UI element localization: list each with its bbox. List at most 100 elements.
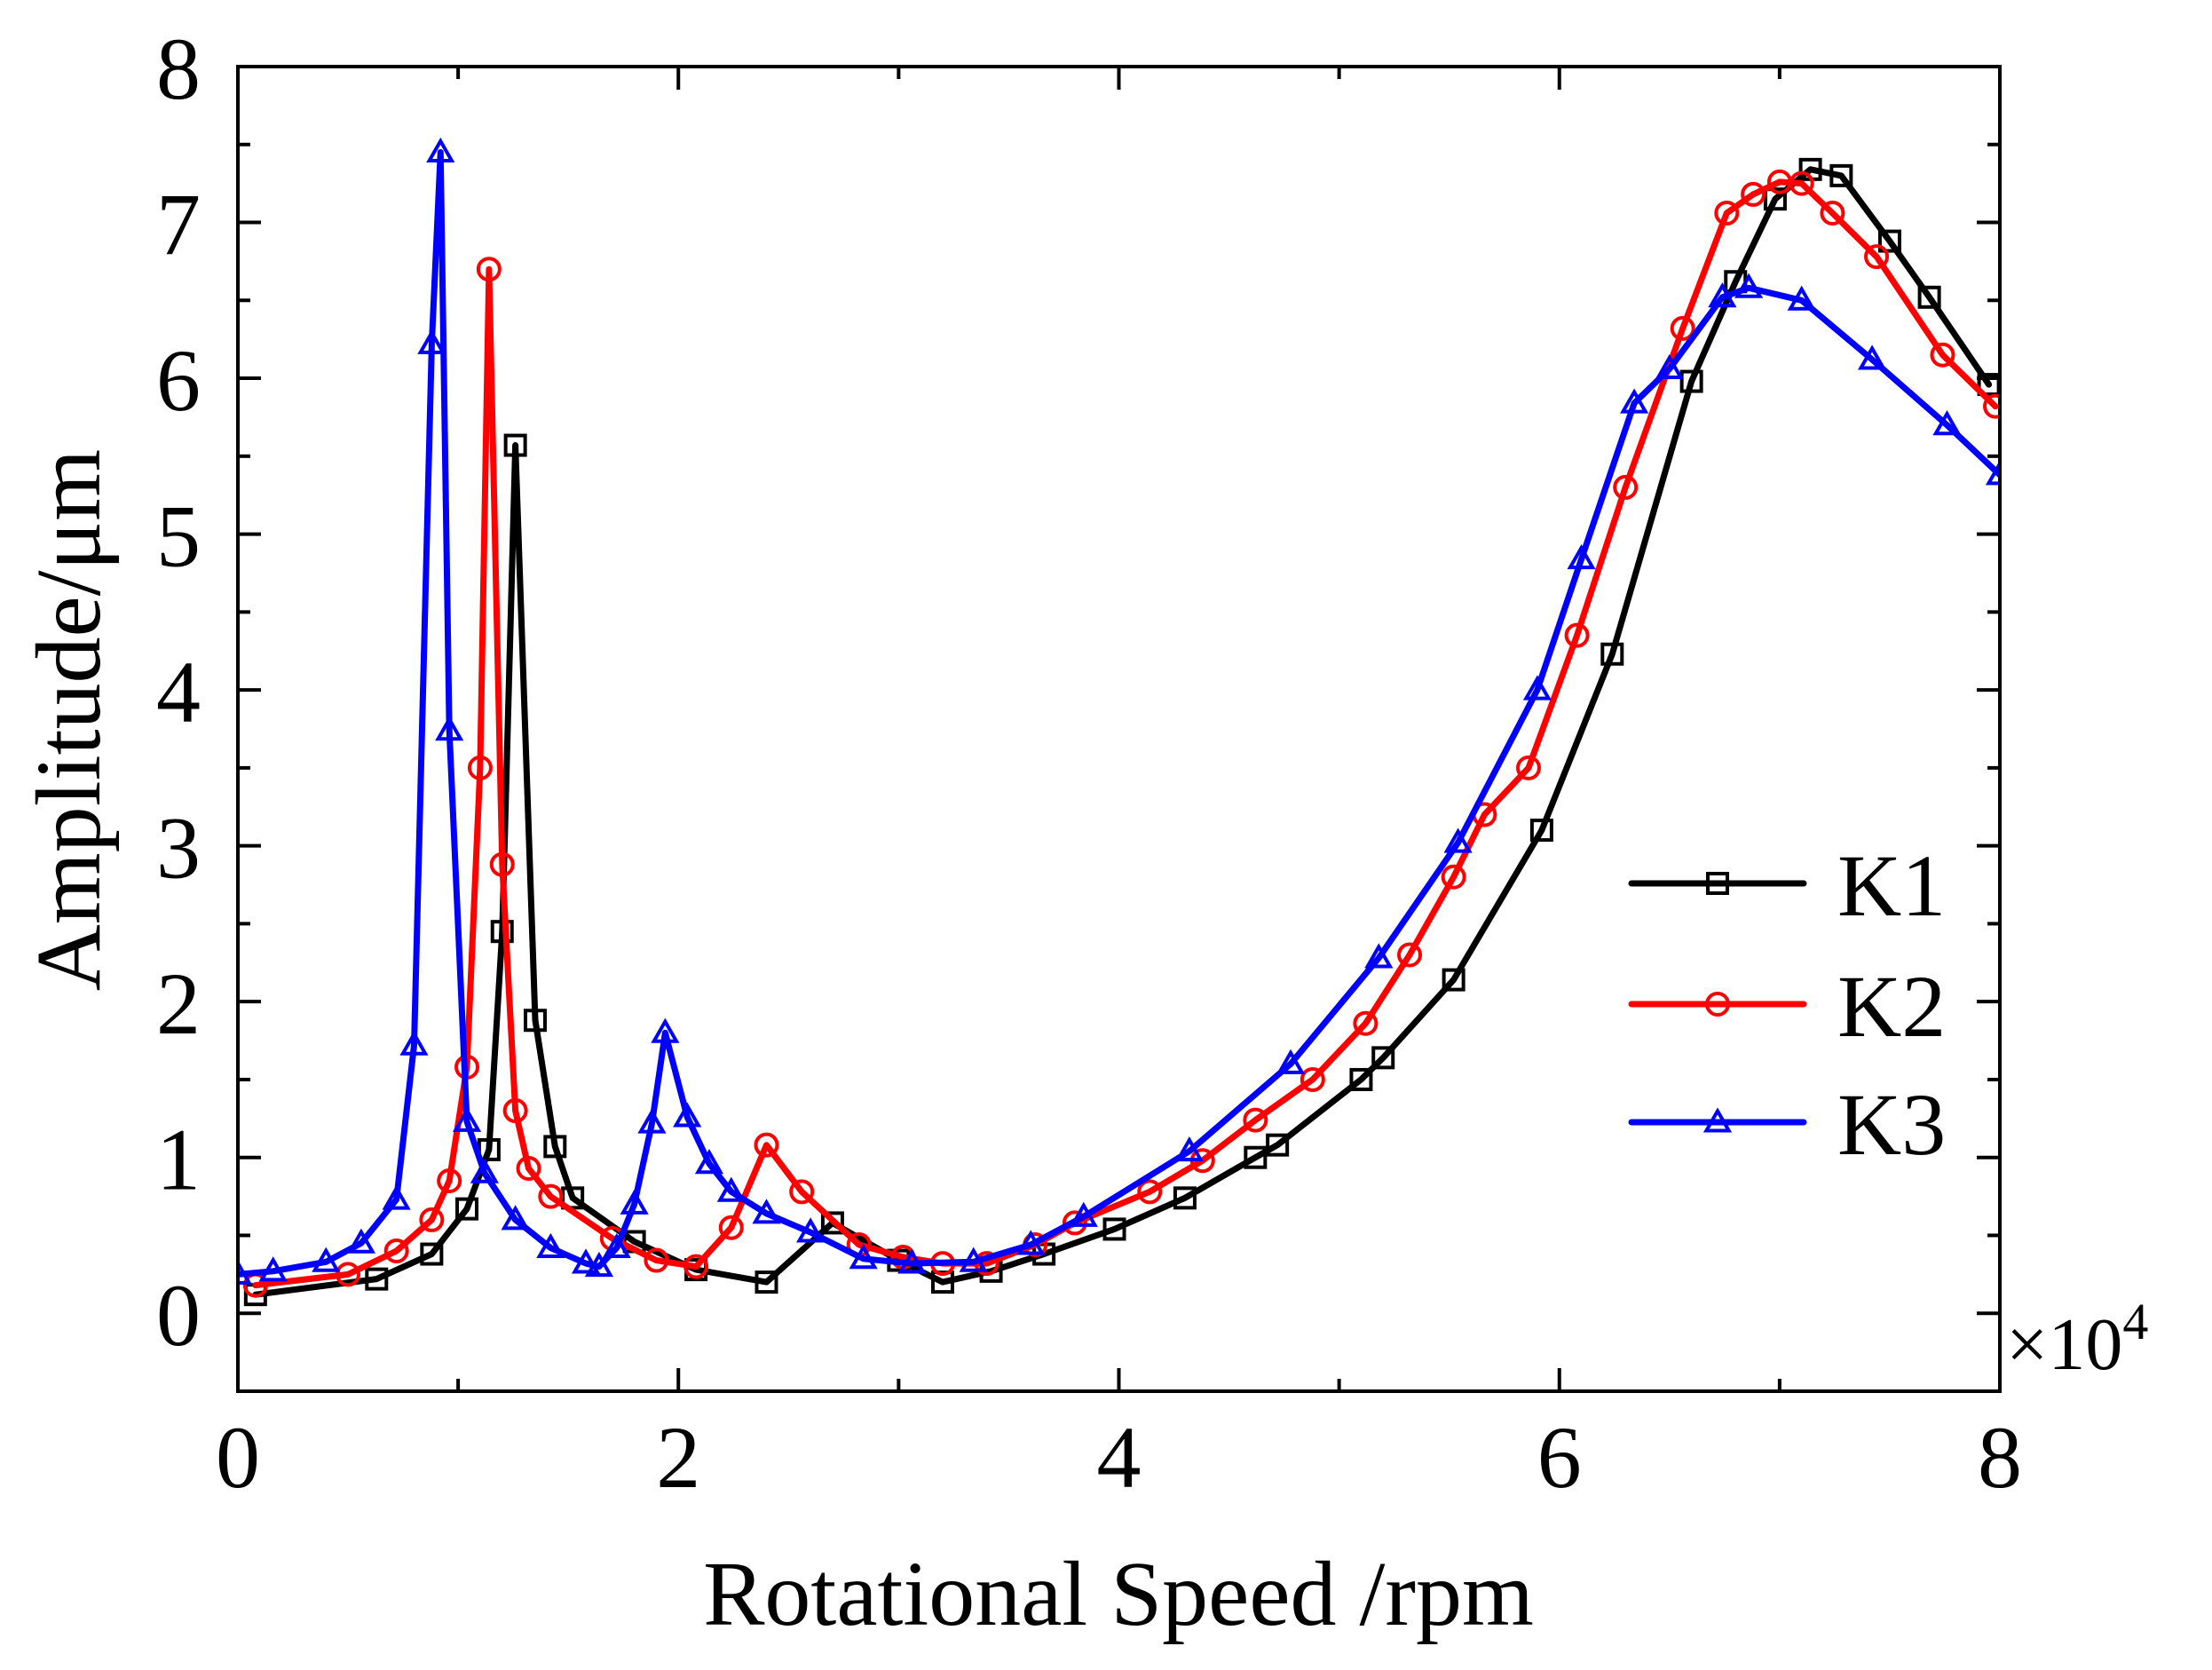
data-point-k2 xyxy=(1820,200,1845,226)
legend-item-k3: K3 xyxy=(1628,1075,1946,1174)
data-point-k1 xyxy=(1529,819,1553,843)
data-point-k3 xyxy=(571,1248,601,1274)
series-group xyxy=(238,137,2000,1307)
data-point-k3 xyxy=(752,1199,781,1224)
data-point-k2 xyxy=(437,1168,462,1194)
legend-label-k2: K2 xyxy=(1837,957,1946,1056)
data-point-k3 xyxy=(470,1158,499,1183)
data-point-k3 xyxy=(897,1248,927,1274)
series-k3 xyxy=(238,137,2000,1285)
data-point-k3 xyxy=(417,328,446,354)
data-point-k1 xyxy=(503,433,527,457)
data-point-k2 xyxy=(644,1247,669,1273)
data-point-k2 xyxy=(1714,200,1740,226)
data-point-k2 xyxy=(1243,1107,1268,1133)
data-point-k1 xyxy=(420,1242,444,1266)
y-axis-title: Amplitude/μm xyxy=(18,449,120,991)
y-tick-label: 8 xyxy=(156,20,201,118)
data-point-k3 xyxy=(959,1247,988,1272)
data-point-k1 xyxy=(820,1211,844,1235)
data-point-k2 xyxy=(1516,755,1542,780)
series-line-k1 xyxy=(252,166,1993,1298)
data-point-k3 xyxy=(637,1108,667,1134)
data-point-k1 xyxy=(523,1009,547,1033)
data-point-k3 xyxy=(584,1251,614,1278)
data-point-k3 xyxy=(346,1228,376,1254)
data-point-k2 xyxy=(1397,942,1423,968)
data-point-k1 xyxy=(1173,1186,1197,1210)
data-point-k3 xyxy=(382,1184,411,1210)
data-point-k1 xyxy=(1266,1133,1290,1157)
data-point-k2 xyxy=(1613,474,1639,500)
data-point-k1 xyxy=(1600,642,1624,666)
data-point-k3 xyxy=(673,1102,702,1128)
y-tick-label: 7 xyxy=(156,176,201,274)
data-point-k3 xyxy=(1857,344,1887,370)
data-point-k2 xyxy=(718,1215,744,1240)
data-point-k3 xyxy=(435,716,464,741)
data-point-k2 xyxy=(502,1098,528,1124)
legend-marker-k1 xyxy=(1706,872,1729,895)
data-point-k3 xyxy=(258,1256,288,1282)
data-point-k2 xyxy=(1983,393,2000,419)
data-point-k2 xyxy=(1300,1066,1325,1092)
y-tick-label: 1 xyxy=(156,1111,201,1209)
data-point-k2 xyxy=(516,1155,541,1181)
data-point-k3 xyxy=(849,1244,878,1270)
y-tick-label: 6 xyxy=(156,331,201,430)
data-point-k3 xyxy=(620,1189,649,1215)
data-point-k3 xyxy=(536,1232,565,1259)
data-point-k3 xyxy=(1708,282,1737,308)
data-point-k3 xyxy=(1069,1201,1098,1227)
x-tick-label: 4 xyxy=(1097,1408,1142,1507)
data-point-k3 xyxy=(1443,827,1473,853)
axes: 0 2 4 6 8 0 1 2 3 4 5 6 7 8 xyxy=(156,20,2022,1507)
data-point-k1 xyxy=(1102,1217,1126,1241)
data-point-k2 xyxy=(419,1207,445,1232)
data-point-k2 xyxy=(538,1183,564,1209)
data-point-k1 xyxy=(1877,229,1901,253)
data-point-k2 xyxy=(1441,864,1466,890)
data-point-k3 xyxy=(1522,675,1552,700)
legend: K1 K2 K3 xyxy=(1628,836,1946,1174)
y-tick-label: 4 xyxy=(156,643,201,741)
data-point-k1 xyxy=(754,1270,778,1294)
data-point-k1 xyxy=(1371,1046,1395,1070)
data-point-k3 xyxy=(1787,285,1816,311)
data-point-k2 xyxy=(476,257,502,282)
data-point-k2 xyxy=(467,755,493,780)
data-point-k3 xyxy=(651,1017,680,1043)
data-point-k3 xyxy=(1734,273,1764,298)
data-point-k3 xyxy=(602,1232,631,1259)
data-point-k1 xyxy=(365,1267,389,1291)
y-tick-label: 5 xyxy=(156,487,201,586)
data-point-k3 xyxy=(1016,1230,1046,1255)
x-axis-multiplier-base: ×10 xyxy=(2006,1303,2122,1386)
x-tick-label: 0 xyxy=(216,1408,260,1507)
data-point-k3 xyxy=(1932,410,1962,436)
data-point-k1 xyxy=(1244,1145,1268,1169)
data-point-k2 xyxy=(1137,1179,1163,1205)
data-point-k2 xyxy=(1864,244,1890,270)
data-point-k3 xyxy=(1567,543,1596,570)
data-point-k2 xyxy=(489,851,515,877)
x-axis-multiplier-exponent: 4 xyxy=(2122,1293,2148,1350)
data-point-k3 xyxy=(1655,353,1684,380)
data-point-k2 xyxy=(1789,170,1814,196)
x-tick-label: 2 xyxy=(656,1408,700,1507)
legend-marker-k3 xyxy=(1702,1107,1733,1133)
data-point-k1 xyxy=(455,1197,479,1221)
series-line-k2 xyxy=(252,178,1999,1289)
data-point-k3 xyxy=(796,1217,826,1243)
x-axis-title: Rotational Speed /rpm xyxy=(703,1543,1534,1645)
data-point-k1 xyxy=(1349,1067,1373,1091)
data-point-k3 xyxy=(1620,388,1649,414)
data-point-k1 xyxy=(543,1135,567,1159)
series-k1 xyxy=(243,157,2000,1307)
data-point-k1 xyxy=(1829,163,1853,187)
data-point-k2 xyxy=(383,1239,409,1264)
data-point-k3 xyxy=(1985,460,2000,486)
data-point-k3 xyxy=(312,1247,341,1272)
data-point-k3 xyxy=(1174,1136,1204,1162)
